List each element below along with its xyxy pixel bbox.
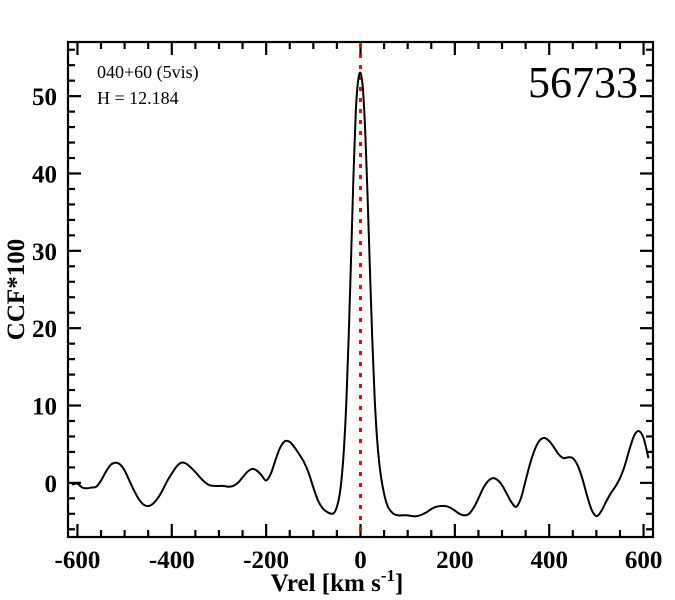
y-tick-label: 10 bbox=[32, 394, 57, 421]
x-tick-label: -200 bbox=[243, 547, 289, 574]
x-axis-title: Vrel [km s-1] bbox=[271, 566, 404, 597]
magnitude-annotation: H = 12.184 bbox=[97, 88, 179, 108]
x-tick-label: 200 bbox=[436, 547, 474, 574]
y-tick-label: 50 bbox=[32, 84, 57, 111]
ccf-data-trace bbox=[71, 71, 650, 518]
x-tick-label: -400 bbox=[149, 547, 195, 574]
y-tick-label: 0 bbox=[45, 471, 58, 498]
x-tick-label: 0 bbox=[354, 547, 367, 574]
x-tick-label: 400 bbox=[530, 547, 568, 574]
y-axis-title: CCF*100 bbox=[3, 239, 30, 340]
y-tick-label: 40 bbox=[32, 161, 57, 188]
x-tick-label: 600 bbox=[625, 547, 663, 574]
x-axis-title-text: Vrel [km s-1] bbox=[271, 566, 404, 597]
y-tick-label: 20 bbox=[32, 316, 57, 343]
mjd-label: 56733 bbox=[528, 58, 638, 107]
x-tick-label: -600 bbox=[55, 547, 101, 574]
target-id-annotation: 040+60 (5vis) bbox=[97, 62, 199, 83]
y-tick-label: 30 bbox=[32, 239, 57, 266]
